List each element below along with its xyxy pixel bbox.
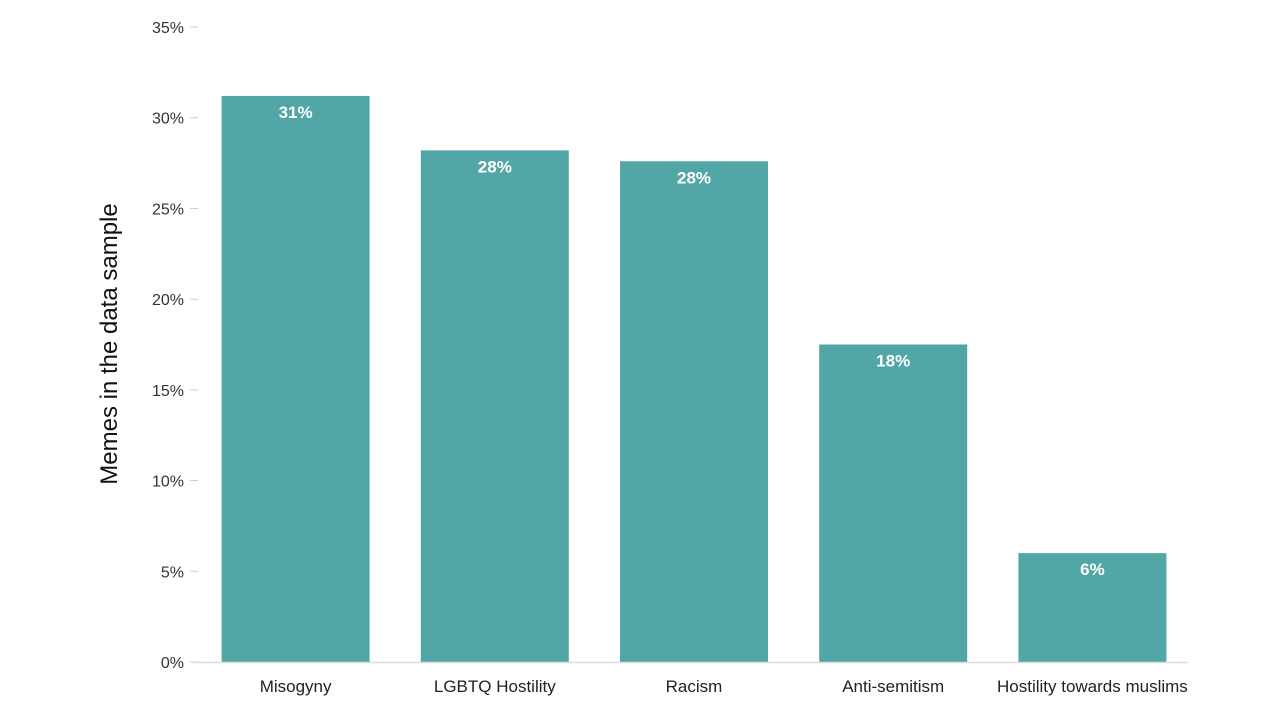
- y-tick-label: 35%: [152, 20, 184, 37]
- bar-value-label: 6%: [1080, 560, 1105, 579]
- category-label: Misogyny: [260, 677, 332, 696]
- y-axis-title: Memes in the data sample: [96, 203, 123, 484]
- bar: [1018, 553, 1167, 662]
- y-axis: 0% 5% 10% 15% 20% 25% 30% 35%: [152, 20, 198, 672]
- bar: [819, 344, 968, 662]
- y-tick-label: 30%: [152, 111, 184, 128]
- y-tick-label: 15%: [152, 383, 184, 400]
- y-tick-label: 25%: [152, 201, 184, 218]
- x-axis: Misogyny LGBTQ Hostility Racism Anti-semiti…: [192, 661, 1188, 696]
- bar: [420, 150, 569, 662]
- bar-value-label: 28%: [677, 168, 711, 187]
- bar: [620, 161, 768, 662]
- y-tick-label: 10%: [152, 474, 184, 491]
- y-tick-label: 5%: [161, 564, 184, 581]
- y-tick-label: 20%: [152, 292, 184, 309]
- category-label: LGBTQ Hostility: [434, 677, 556, 696]
- y-tick-label: 0%: [161, 655, 184, 672]
- category-label: Hostility towards muslims: [997, 677, 1188, 696]
- category-label: Racism: [666, 677, 723, 696]
- bar-value-label: 28%: [478, 157, 512, 176]
- category-label: Anti-semitism: [842, 677, 944, 696]
- bar: [221, 95, 370, 662]
- bar-value-label: 31%: [279, 103, 313, 122]
- bar-value-label: 18%: [876, 352, 910, 371]
- bars: 31% 28% 28% 18% 6%: [221, 95, 1167, 662]
